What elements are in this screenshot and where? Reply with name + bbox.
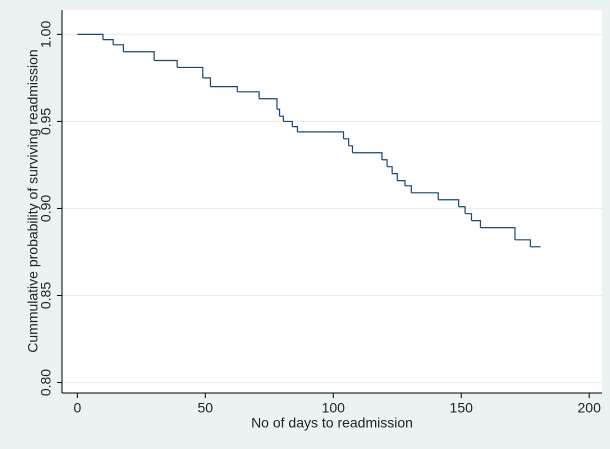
survival-step xyxy=(283,120,293,127)
survival-step xyxy=(276,108,281,117)
x-tick-label: 150 xyxy=(450,400,474,416)
x-tick-label: 100 xyxy=(322,400,346,416)
y-tick-label: 0.95 xyxy=(38,108,54,135)
survival-step xyxy=(381,159,388,167)
survival-step xyxy=(202,77,212,87)
survival-step xyxy=(458,206,466,214)
survival-step xyxy=(514,239,531,247)
x-tick-label: 50 xyxy=(198,400,214,416)
survival-step xyxy=(113,44,125,52)
y-tick-label: 0.90 xyxy=(38,195,54,222)
survival-step xyxy=(259,98,278,110)
survival-step xyxy=(343,138,350,146)
survival-step xyxy=(397,180,406,186)
y-tick-label: 0.80 xyxy=(38,369,54,396)
survival-step xyxy=(480,227,516,240)
survival-step xyxy=(292,126,299,132)
survival-step xyxy=(471,220,482,228)
survival-step xyxy=(348,145,354,153)
x-tick-label: 0 xyxy=(73,400,81,416)
y-tick-label: 0.85 xyxy=(38,282,54,309)
survival-step xyxy=(77,33,104,40)
plot-area xyxy=(62,10,602,393)
survival-step xyxy=(465,213,473,221)
survival-step xyxy=(154,59,178,68)
x-tick-label: 200 xyxy=(578,400,602,416)
survival-step xyxy=(411,192,439,200)
survival-step xyxy=(102,38,114,45)
survival-step xyxy=(237,91,260,99)
survival-step xyxy=(177,66,204,78)
survival-step xyxy=(352,152,383,160)
y-tick-label: 1.00 xyxy=(38,21,54,48)
x-axis-title: No of days to readmission xyxy=(251,415,413,431)
survival-step xyxy=(404,185,412,193)
survival-step xyxy=(279,115,284,122)
survival-step xyxy=(392,173,398,181)
survival-step xyxy=(123,51,155,61)
y-axis-title: Cummulative probability of surviving rea… xyxy=(25,49,41,352)
survival-step xyxy=(297,131,345,139)
survival-step xyxy=(438,199,460,207)
survival-step xyxy=(210,86,238,92)
survival-step xyxy=(387,166,393,174)
